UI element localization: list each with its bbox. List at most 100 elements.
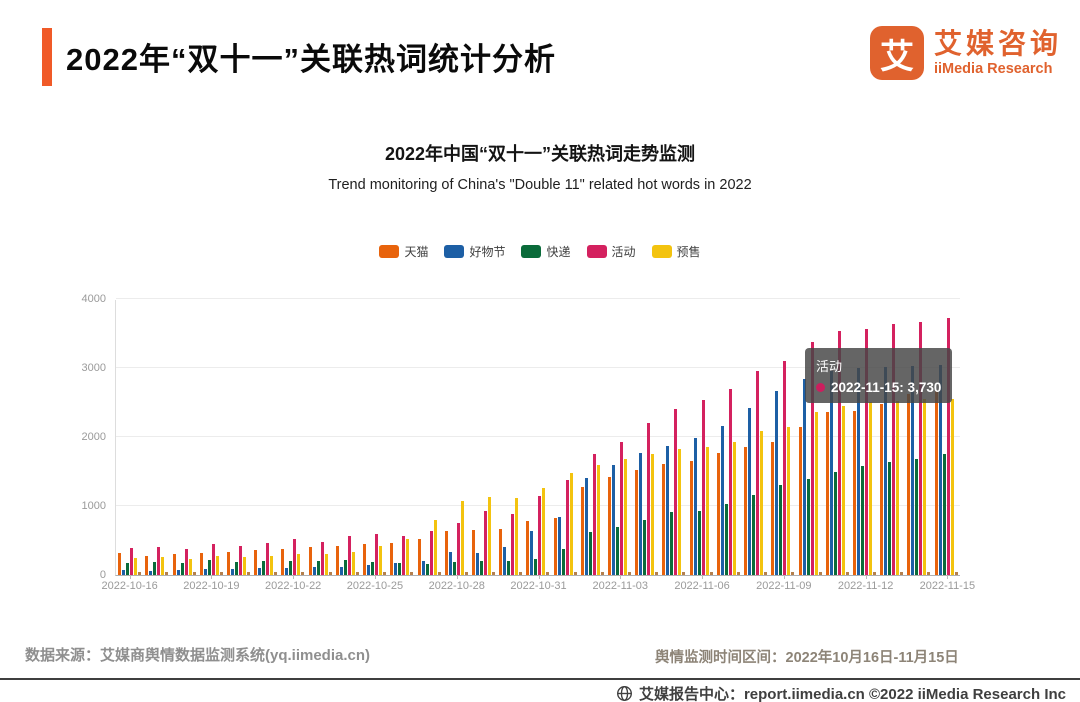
bar[interactable] xyxy=(596,465,600,575)
bar[interactable] xyxy=(825,412,829,575)
bar[interactable] xyxy=(297,554,301,575)
bar[interactable] xyxy=(748,408,752,575)
bar[interactable] xyxy=(145,556,149,575)
bar[interactable] xyxy=(806,479,810,575)
bar[interactable] xyxy=(674,409,678,575)
bar[interactable] xyxy=(161,557,165,575)
bar[interactable] xyxy=(355,572,359,575)
bar[interactable] xyxy=(452,562,456,575)
bar[interactable] xyxy=(818,572,822,575)
bar[interactable] xyxy=(242,557,246,575)
bar[interactable] xyxy=(565,480,569,575)
bar[interactable] xyxy=(802,379,806,575)
bar[interactable] xyxy=(410,572,414,575)
bar[interactable] xyxy=(491,572,495,575)
bar[interactable] xyxy=(460,501,464,575)
bar[interactable] xyxy=(697,511,701,575)
bar[interactable] xyxy=(911,366,915,575)
bar[interactable] xyxy=(226,552,230,575)
bar[interactable] xyxy=(149,571,153,575)
bar[interactable] xyxy=(628,572,632,575)
bar[interactable] xyxy=(950,399,954,575)
bar[interactable] xyxy=(927,572,931,575)
bar[interactable] xyxy=(192,572,196,575)
bar[interactable] xyxy=(483,511,487,575)
bar[interactable] xyxy=(701,400,705,575)
bar[interactable] xyxy=(720,426,724,575)
bar[interactable] xyxy=(479,561,483,575)
bar[interactable] xyxy=(367,565,371,575)
bar[interactable] xyxy=(845,572,849,575)
bar[interactable] xyxy=(219,572,223,575)
legend-item[interactable]: 快递 xyxy=(521,243,571,260)
bar[interactable] xyxy=(383,572,387,575)
bar[interactable] xyxy=(487,497,491,575)
bar[interactable] xyxy=(837,331,841,575)
bar[interactable] xyxy=(534,559,538,575)
bar[interactable] xyxy=(118,553,122,575)
bar[interactable] xyxy=(475,553,479,575)
bar[interactable] xyxy=(954,572,958,575)
bar[interactable] xyxy=(507,561,511,575)
bar[interactable] xyxy=(756,371,760,575)
bar[interactable] xyxy=(503,547,507,575)
bar[interactable] xyxy=(199,553,203,575)
bar[interactable] xyxy=(526,521,530,575)
bar[interactable] xyxy=(853,411,857,575)
bar[interactable] xyxy=(324,554,328,575)
bar[interactable] xyxy=(655,572,659,575)
bar[interactable] xyxy=(592,454,596,575)
bar[interactable] xyxy=(270,556,274,575)
bar[interactable] xyxy=(515,498,519,575)
bar[interactable] xyxy=(262,561,266,575)
bar[interactable] xyxy=(448,552,452,575)
bar[interactable] xyxy=(258,568,262,575)
bar[interactable] xyxy=(760,431,764,575)
bar[interactable] xyxy=(293,539,297,575)
bar[interactable] xyxy=(289,561,293,575)
bar[interactable] xyxy=(328,572,332,575)
bar[interactable] xyxy=(873,572,877,575)
bar[interactable] xyxy=(662,464,666,575)
bar[interactable] xyxy=(744,447,748,575)
bar[interactable] xyxy=(122,570,126,575)
bar[interactable] xyxy=(764,572,768,575)
bar[interactable] xyxy=(616,527,620,575)
bar[interactable] xyxy=(639,453,643,575)
bar[interactable] xyxy=(266,543,270,575)
legend-item[interactable]: 好物节 xyxy=(444,243,505,260)
bar[interactable] xyxy=(724,504,728,575)
bar[interactable] xyxy=(138,572,142,575)
bar[interactable] xyxy=(584,478,588,575)
bar[interactable] xyxy=(464,572,468,575)
bar[interactable] xyxy=(254,550,258,575)
bar[interactable] xyxy=(861,466,865,575)
bar[interactable] xyxy=(938,365,942,575)
bar[interactable] xyxy=(230,569,234,575)
bar[interactable] xyxy=(884,367,888,575)
bar[interactable] xyxy=(542,488,546,575)
bar[interactable] xyxy=(285,568,289,575)
bar[interactable] xyxy=(425,564,429,575)
bar[interactable] xyxy=(188,559,192,575)
bar[interactable] xyxy=(643,520,647,575)
bar[interactable] xyxy=(670,512,674,575)
bar[interactable] xyxy=(775,391,779,575)
bar[interactable] xyxy=(771,442,775,575)
bar[interactable] xyxy=(371,562,375,575)
bar[interactable] xyxy=(573,572,577,575)
bar[interactable] xyxy=(814,412,818,575)
legend-item[interactable]: 预售 xyxy=(651,243,701,260)
bar[interactable] xyxy=(130,548,134,575)
bar[interactable] xyxy=(946,318,950,575)
bar[interactable] xyxy=(880,404,884,575)
bar[interactable] xyxy=(553,518,557,575)
bar[interactable] xyxy=(153,562,157,575)
bar[interactable] xyxy=(165,572,169,575)
bar[interactable] xyxy=(732,442,736,575)
bar[interactable] xyxy=(689,461,693,575)
bar[interactable] xyxy=(335,546,339,575)
bar[interactable] xyxy=(608,477,612,575)
bar[interactable] xyxy=(678,449,682,575)
bar[interactable] xyxy=(394,563,398,575)
